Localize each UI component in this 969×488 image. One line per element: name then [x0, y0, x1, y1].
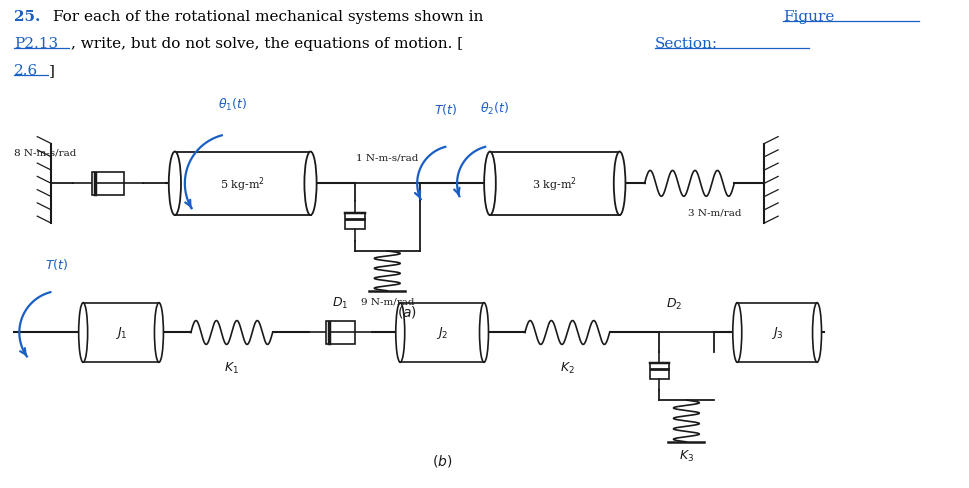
Ellipse shape: [154, 303, 164, 363]
Ellipse shape: [395, 303, 405, 363]
Text: 9 N-m/rad: 9 N-m/rad: [360, 297, 414, 306]
Text: $T(t)$: $T(t)$: [45, 256, 68, 271]
Text: $\theta_2(t)$: $\theta_2(t)$: [481, 101, 510, 117]
Bar: [92, 173, 124, 195]
Text: 8 N-m-s/rad: 8 N-m-s/rad: [15, 148, 77, 157]
Text: $D_2$: $D_2$: [667, 296, 682, 311]
Text: 1 N-m-s/rad: 1 N-m-s/rad: [356, 153, 419, 162]
Bar: [174, 152, 310, 216]
Bar: [83, 303, 159, 363]
Text: $K_3$: $K_3$: [679, 448, 694, 463]
Text: 2.6: 2.6: [15, 64, 39, 78]
Ellipse shape: [304, 152, 317, 216]
Bar: [490, 152, 619, 216]
Text: $D_1$: $D_1$: [332, 295, 349, 310]
Bar: [400, 303, 484, 363]
Text: $(a)$: $(a)$: [397, 303, 418, 319]
Ellipse shape: [813, 303, 822, 363]
Ellipse shape: [169, 152, 181, 216]
Text: $\theta_1(t)$: $\theta_1(t)$: [218, 97, 247, 113]
Text: $K_2$: $K_2$: [560, 361, 575, 376]
Ellipse shape: [484, 152, 496, 216]
Bar: [737, 303, 817, 363]
Text: $K_1$: $K_1$: [224, 361, 239, 376]
Bar: [649, 364, 670, 380]
Text: Figure: Figure: [783, 10, 834, 24]
Ellipse shape: [613, 152, 625, 216]
Text: 3 kg-m$^2$: 3 kg-m$^2$: [532, 175, 578, 193]
Text: $(b)$: $(b)$: [432, 452, 453, 468]
Text: , write, but do not solve, the equations of motion. [: , write, but do not solve, the equations…: [71, 37, 463, 51]
Text: For each of the rotational mechanical systems shown in: For each of the rotational mechanical sy…: [53, 10, 484, 24]
Text: 3 N-m/rad: 3 N-m/rad: [688, 208, 741, 217]
Text: P2.13: P2.13: [15, 37, 58, 51]
Ellipse shape: [733, 303, 741, 363]
Ellipse shape: [78, 303, 87, 363]
Text: $J_1$: $J_1$: [114, 325, 127, 341]
Text: ]: ]: [49, 64, 55, 78]
Bar: [345, 213, 365, 230]
Text: $T(t)$: $T(t)$: [433, 102, 456, 117]
Ellipse shape: [480, 303, 488, 363]
Text: Section:: Section:: [654, 37, 718, 51]
Bar: [326, 322, 355, 344]
Text: $J_2$: $J_2$: [436, 325, 449, 341]
Text: 5 kg-m$^2$: 5 kg-m$^2$: [220, 175, 266, 193]
Text: $J_3$: $J_3$: [771, 325, 784, 341]
Text: 25.: 25.: [15, 10, 41, 24]
